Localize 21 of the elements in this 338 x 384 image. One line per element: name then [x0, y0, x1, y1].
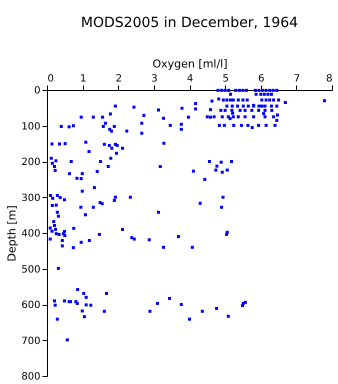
y-tick-label: 100	[21, 121, 40, 132]
y-tick-label: 400	[21, 228, 40, 240]
x-tick-label: 5	[222, 74, 229, 84]
x-tick-label: 7	[294, 74, 300, 84]
x-axis-title: Oxygen [ml/l]	[152, 58, 228, 70]
y-tick-label: 700	[21, 336, 40, 347]
y-tick-label: 0	[34, 86, 40, 96]
y-tick-label: 600	[21, 300, 40, 311]
x-tick-label: 8	[326, 74, 332, 84]
y-tick-label: 500	[21, 264, 40, 276]
x-tick-label: 0	[48, 74, 54, 84]
x-tick-label: 6	[258, 74, 264, 84]
y-tick-label: 800	[21, 372, 40, 382]
chart-title: MODS2005 in December, 1964	[80, 15, 298, 31]
x-tick-label: 1	[80, 74, 86, 84]
x-tick-label: 4	[186, 74, 194, 84]
x-tick-label: 3	[151, 74, 158, 84]
y-tick-label: 300	[21, 192, 40, 204]
x-tick-label: 2	[116, 74, 122, 84]
y-axis-title: Depth [m]	[5, 205, 18, 262]
y-tick-label: 200	[21, 157, 40, 168]
